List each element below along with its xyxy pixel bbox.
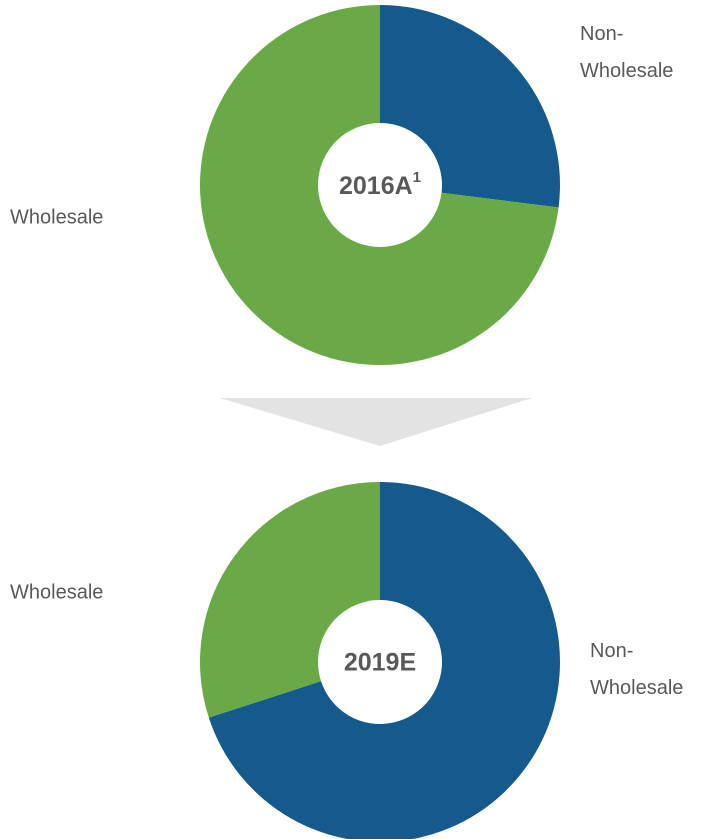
label-line: Wholesale <box>590 677 683 699</box>
donut-slice <box>200 5 559 365</box>
center-label: 2016A1 <box>339 169 421 200</box>
label-line: Non- <box>590 640 633 662</box>
donut-slice <box>208 482 560 839</box>
slice-label: Non- Wholesale <box>590 640 683 699</box>
center-label: 2019E <box>344 649 416 677</box>
slice-label: Wholesale <box>10 206 103 228</box>
donut-slice <box>199 482 380 718</box>
center-title: 2016A <box>339 172 413 200</box>
slice-label: Non- Wholesale <box>580 23 673 82</box>
superscript: 1 <box>413 169 421 186</box>
label-line: Non- <box>580 23 623 45</box>
label-line: Wholesale <box>580 60 673 82</box>
arrow <box>220 398 532 446</box>
slice-label: Wholesale <box>10 581 103 603</box>
donut-slice <box>380 5 560 208</box>
